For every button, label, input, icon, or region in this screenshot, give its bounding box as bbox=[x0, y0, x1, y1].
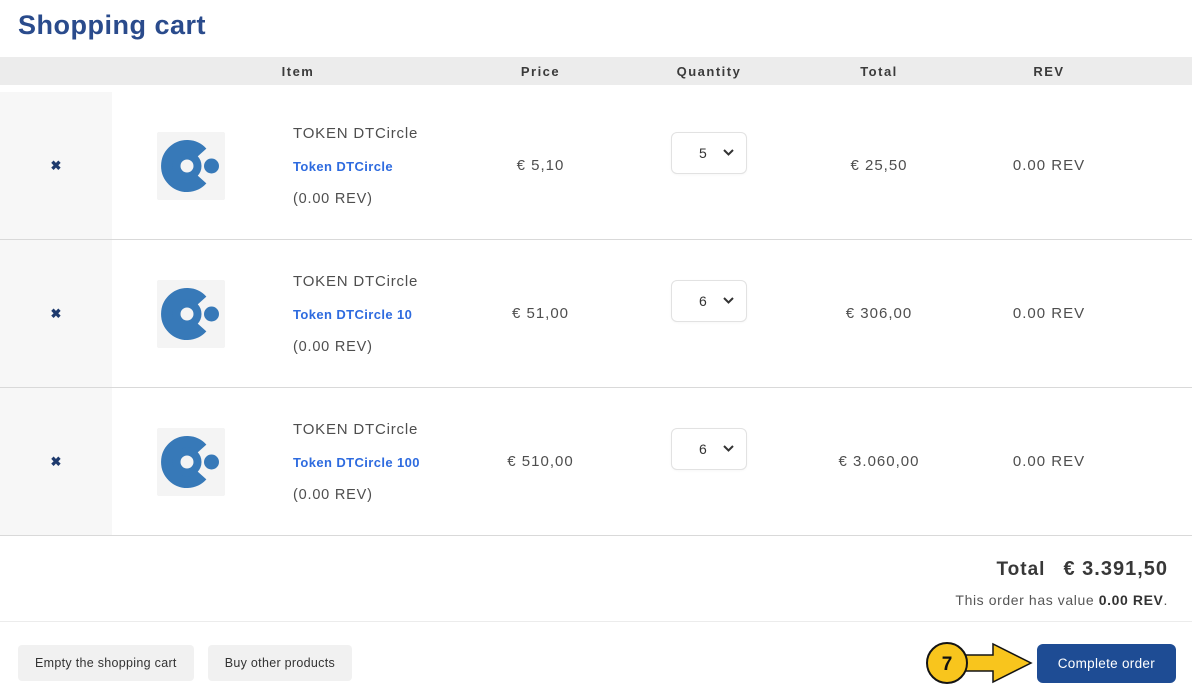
item-cell: TOKEN DTCircle Token DTCircle 10 (0.00 R… bbox=[270, 273, 458, 355]
dtcircle-logo-icon bbox=[161, 435, 219, 488]
price-value: € 510,00 bbox=[507, 453, 574, 470]
annotation-step-number: 7 bbox=[941, 654, 952, 675]
product-image-cell bbox=[112, 131, 270, 200]
product-name: TOKEN DTCircle bbox=[293, 124, 419, 142]
price-value: € 5,10 bbox=[516, 157, 565, 174]
dtcircle-logo-icon bbox=[161, 139, 219, 192]
cart-rows: ✖ TOKEN DTCircle Token DTCircle (0.00 RE… bbox=[0, 92, 1192, 536]
product-image-cell bbox=[112, 427, 270, 496]
header-item: Item bbox=[281, 63, 315, 79]
header-price: Price bbox=[520, 63, 561, 79]
quantity-cell: 5 bbox=[623, 131, 795, 187]
product-logo bbox=[157, 427, 225, 496]
product-logo bbox=[157, 279, 225, 348]
quantity-value: 5 bbox=[699, 144, 707, 161]
left-actions: Empty the shopping cart Buy other produc… bbox=[18, 645, 353, 681]
quantity-select[interactable]: 5 bbox=[671, 131, 747, 174]
total-value: € 3.060,00 bbox=[838, 453, 920, 470]
remove-icon: ✖ bbox=[50, 454, 62, 469]
dtcircle-logo-icon bbox=[161, 287, 219, 340]
right-actions: 7 Complete order bbox=[923, 635, 1176, 690]
step-annotation: 7 bbox=[925, 642, 1033, 684]
quantity-cell: 6 bbox=[623, 279, 795, 335]
empty-cart-button[interactable]: Empty the shopping cart bbox=[18, 645, 194, 681]
product-logo bbox=[157, 131, 225, 200]
order-rev-value-line: This order has value 0.00 REV. bbox=[0, 592, 1168, 608]
buy-other-products-button[interactable]: Buy other products bbox=[207, 645, 353, 681]
price-value: € 51,00 bbox=[511, 305, 570, 322]
remove-cell: ✖ bbox=[0, 92, 112, 239]
product-rev-note: (0.00 REV) bbox=[293, 338, 373, 355]
bottom-divider bbox=[0, 621, 1192, 622]
header-quantity: Quantity bbox=[676, 63, 742, 79]
order-rev-amount: 0.00 REV bbox=[1098, 592, 1164, 608]
annotation-arrow-icon bbox=[962, 642, 1033, 684]
total-value: € 306,00 bbox=[845, 305, 913, 322]
product-link[interactable]: Token DTCircle bbox=[293, 158, 393, 174]
item-cell: TOKEN DTCircle Token DTCircle 100 (0.00 … bbox=[270, 421, 458, 503]
total-value: € 25,50 bbox=[850, 157, 908, 174]
order-rev-suffix: . bbox=[1163, 592, 1168, 608]
remove-item-button[interactable]: ✖ bbox=[51, 307, 62, 320]
header-rev: REV bbox=[1033, 63, 1065, 79]
grand-total-value: € 3.391,50 bbox=[1063, 558, 1168, 580]
product-link[interactable]: Token DTCircle 100 bbox=[293, 454, 420, 470]
product-name: TOKEN DTCircle bbox=[293, 272, 419, 290]
complete-order-button[interactable]: Complete order bbox=[1036, 643, 1176, 683]
cart-row-3: ✖ TOKEN DTCircle Token DTCircle 100 (0.0… bbox=[0, 388, 1192, 536]
rev-value: 0.00 REV bbox=[1012, 305, 1086, 322]
bottom-action-bar: Empty the shopping cart Buy other produc… bbox=[0, 622, 1192, 690]
order-summary: Total € 3.391,50 This order has value 0.0… bbox=[0, 558, 1192, 608]
cart-row-1: ✖ TOKEN DTCircle Token DTCircle (0.00 RE… bbox=[0, 92, 1192, 240]
product-link[interactable]: Token DTCircle 10 bbox=[293, 306, 413, 322]
cart-row-2: ✖ TOKEN DTCircle Token DTCircle 10 (0.00… bbox=[0, 240, 1192, 388]
order-rev-prefix: This order has value bbox=[955, 592, 1099, 608]
table-header: Item Price Quantity Total REV bbox=[0, 57, 1192, 85]
item-cell: TOKEN DTCircle Token DTCircle (0.00 REV) bbox=[270, 125, 458, 207]
product-name: TOKEN DTCircle bbox=[293, 420, 419, 438]
quantity-select[interactable]: 6 bbox=[671, 279, 747, 322]
quantity-value: 6 bbox=[699, 440, 707, 457]
annotation-circle bbox=[925, 642, 968, 684]
rev-value: 0.00 REV bbox=[1012, 157, 1086, 174]
remove-item-button[interactable]: ✖ bbox=[51, 455, 62, 468]
quantity-select[interactable]: 6 bbox=[671, 427, 747, 470]
header-total: Total bbox=[860, 63, 898, 79]
grand-total-line: Total € 3.391,50 bbox=[0, 558, 1168, 581]
chevron-down-icon bbox=[723, 445, 734, 452]
chevron-down-icon bbox=[723, 149, 734, 156]
quantity-cell: 6 bbox=[623, 427, 795, 483]
product-rev-note: (0.00 REV) bbox=[293, 190, 373, 207]
remove-cell: ✖ bbox=[0, 388, 112, 535]
remove-cell: ✖ bbox=[0, 240, 112, 387]
remove-icon: ✖ bbox=[50, 306, 62, 321]
page-title: Shopping cart bbox=[18, 10, 206, 40]
remove-icon: ✖ bbox=[50, 158, 62, 173]
rev-value: 0.00 REV bbox=[1012, 453, 1086, 470]
grand-total-label: Total bbox=[996, 559, 1046, 580]
product-image-cell bbox=[112, 279, 270, 348]
chevron-down-icon bbox=[723, 297, 734, 304]
remove-item-button[interactable]: ✖ bbox=[51, 159, 62, 172]
quantity-value: 6 bbox=[699, 292, 707, 309]
product-rev-note: (0.00 REV) bbox=[293, 486, 373, 503]
